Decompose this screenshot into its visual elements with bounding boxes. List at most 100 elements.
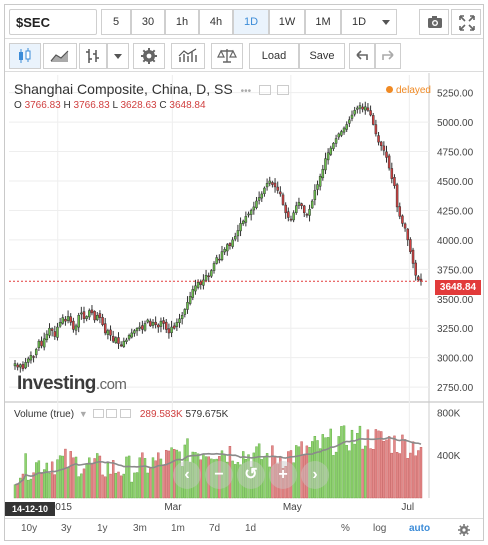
- candle: [109, 329, 112, 336]
- range-1m[interactable]: 1m: [171, 523, 185, 534]
- volume-bar: [265, 453, 269, 499]
- volume-settings-icon[interactable]: [106, 409, 118, 418]
- candle: [202, 279, 205, 286]
- volume-bar: [411, 441, 415, 499]
- interval-1h-button[interactable]: 1h: [165, 9, 199, 35]
- range-1d[interactable]: 1d: [245, 523, 257, 534]
- symbol-input[interactable]: $SEC: [9, 9, 97, 35]
- chart-type-candles-button[interactable]: [9, 43, 41, 69]
- candle: [371, 115, 375, 125]
- scroll-left-button[interactable]: ‹: [173, 461, 201, 489]
- range-10y[interactable]: 10y: [21, 523, 38, 534]
- candle: [414, 262, 417, 276]
- volume-more-icon[interactable]: ▼: [78, 409, 88, 419]
- visibility-icon[interactable]: [258, 85, 271, 95]
- candle: [50, 328, 54, 331]
- volume-bar: [143, 458, 147, 499]
- settings-small-icon[interactable]: [276, 85, 289, 95]
- range-3m[interactable]: 3m: [133, 523, 147, 534]
- interval-4h-button[interactable]: 4h: [199, 9, 233, 35]
- volume-ma-value: 579.675K: [185, 409, 229, 420]
- candle: [114, 337, 118, 344]
- volume-bar: [64, 448, 67, 499]
- volume-bar: [414, 455, 417, 499]
- chart-type-area-button[interactable]: [43, 43, 77, 69]
- volume-bar: [226, 461, 229, 499]
- auto-scale-button[interactable]: auto: [409, 523, 431, 534]
- candle: [239, 223, 242, 232]
- candle: [284, 204, 287, 214]
- load-button[interactable]: Load: [249, 43, 299, 69]
- volume-bar: [242, 451, 245, 499]
- candle: [96, 315, 99, 320]
- volume-bar: [101, 474, 104, 499]
- candle: [13, 363, 17, 367]
- volume-bar: [345, 445, 348, 499]
- more-icon[interactable]: •••: [240, 86, 252, 97]
- interval-5-button[interactable]: 5: [101, 9, 131, 35]
- fullscreen-button[interactable]: [451, 9, 481, 35]
- candle: [271, 182, 274, 185]
- volume-bar: [141, 452, 144, 499]
- log-scale-button[interactable]: log: [373, 523, 387, 534]
- interval-1w-button[interactable]: 1W: [269, 9, 305, 35]
- volume-bar: [199, 459, 202, 499]
- scroll-right-button[interactable]: ›: [301, 461, 329, 489]
- volume-bar: [297, 446, 301, 499]
- fullscreen-icon: [459, 15, 475, 31]
- top-toolbar: $SEC 5 30 1h 4h 1D 1W 1M 1D: [5, 5, 483, 39]
- range-7d[interactable]: 7d: [209, 523, 221, 534]
- volume-bar: [149, 468, 152, 499]
- compare-dropdown[interactable]: [107, 43, 129, 69]
- reset-button[interactable]: ↺: [237, 461, 265, 489]
- logo-suffix: .com: [95, 376, 127, 393]
- candle: [29, 355, 33, 361]
- volume-bar: [271, 445, 274, 499]
- percent-scale-button[interactable]: %: [341, 523, 350, 534]
- volume-bar: [37, 460, 41, 499]
- interval-1d-button[interactable]: 1D: [233, 9, 269, 35]
- candle: [411, 249, 415, 264]
- candle: [302, 205, 306, 214]
- candle: [77, 315, 80, 328]
- candle: [279, 191, 282, 195]
- zoom-in-button[interactable]: +: [269, 461, 297, 489]
- volume-bar: [406, 458, 409, 499]
- compare-scale-button[interactable]: [211, 43, 243, 69]
- price-tick-label: 5000.00: [437, 118, 474, 129]
- gear-icon[interactable]: [457, 523, 471, 537]
- volume-ma-line: [14, 436, 422, 486]
- volume-bar: [348, 450, 351, 499]
- volume-bar: [50, 461, 54, 499]
- zoom-out-button[interactable]: −: [205, 461, 233, 489]
- interval-select[interactable]: 1D: [341, 9, 397, 35]
- candle: [337, 133, 340, 138]
- volume-bar: [194, 452, 197, 499]
- volume-visibility-icon[interactable]: [92, 409, 104, 418]
- candle: [167, 328, 171, 334]
- undo-button[interactable]: [349, 43, 375, 69]
- redo-button[interactable]: [375, 43, 401, 69]
- indicators-button[interactable]: [171, 43, 205, 69]
- range-1y[interactable]: 1y: [97, 523, 108, 534]
- screenshot-button[interactable]: [419, 9, 449, 35]
- compare-button[interactable]: [79, 43, 107, 69]
- candle: [287, 211, 290, 218]
- investing-logo: Investing.com: [17, 373, 127, 395]
- save-button[interactable]: Save: [299, 43, 345, 69]
- interval-30-button[interactable]: 30: [131, 9, 165, 35]
- volume-bar: [21, 473, 25, 499]
- candle: [342, 127, 346, 133]
- price-chart[interactable]: 2750.00 3000.00 3250.00 3500.00 3750.00 4000.…: [5, 73, 483, 518]
- volume-close-icon[interactable]: [120, 409, 132, 418]
- volume-bar: [287, 451, 290, 499]
- settings-button[interactable]: [133, 43, 165, 69]
- volume-bar: [196, 453, 200, 499]
- interval-1m-button[interactable]: 1M: [305, 9, 341, 35]
- range-3y[interactable]: 3y: [61, 523, 72, 534]
- volume-bar: [324, 437, 327, 499]
- candle: [361, 106, 364, 110]
- candle: [207, 275, 210, 278]
- volume-bar: [135, 472, 139, 499]
- delayed-label: delayed: [395, 85, 431, 96]
